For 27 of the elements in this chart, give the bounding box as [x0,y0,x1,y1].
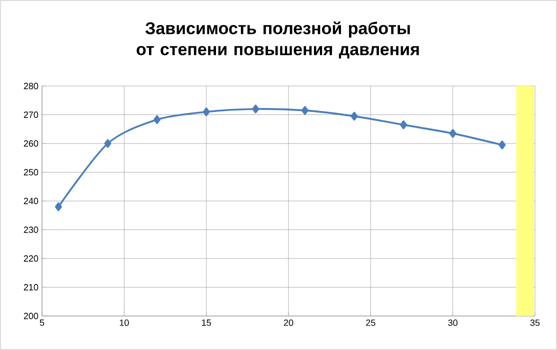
y-tick-label: 260 [24,140,38,147]
point [498,140,506,150]
point [350,112,358,121]
chart-title: Зависимость полезной работы от степени повышения давления [136,21,419,59]
point [400,120,408,130]
y-tick-label: 270 [24,112,38,118]
x-tick-label: 35 [530,320,540,326]
y-tick-label: 220 [24,255,38,262]
point [301,106,308,115]
y-tick-label: 210 [24,284,38,290]
point [449,129,456,138]
point [104,139,112,148]
point [252,104,260,114]
x-tick-label: 25 [366,320,376,326]
y-tick-label: 250 [24,169,38,176]
x-tick-label: 15 [202,320,211,326]
point [202,107,210,116]
x-tick-label: 10 [120,320,129,326]
x-tick-label: 20 [284,320,294,326]
y-tick-label: 200 [24,312,38,320]
y-tick-label: 230 [24,226,38,233]
y-tick-label: 240 [24,198,38,204]
x-tick-label: 30 [448,320,458,326]
point [54,202,62,212]
y-tick-label: 280 [24,82,38,90]
x-tick-label: 5 [40,320,44,326]
point [154,115,161,124]
